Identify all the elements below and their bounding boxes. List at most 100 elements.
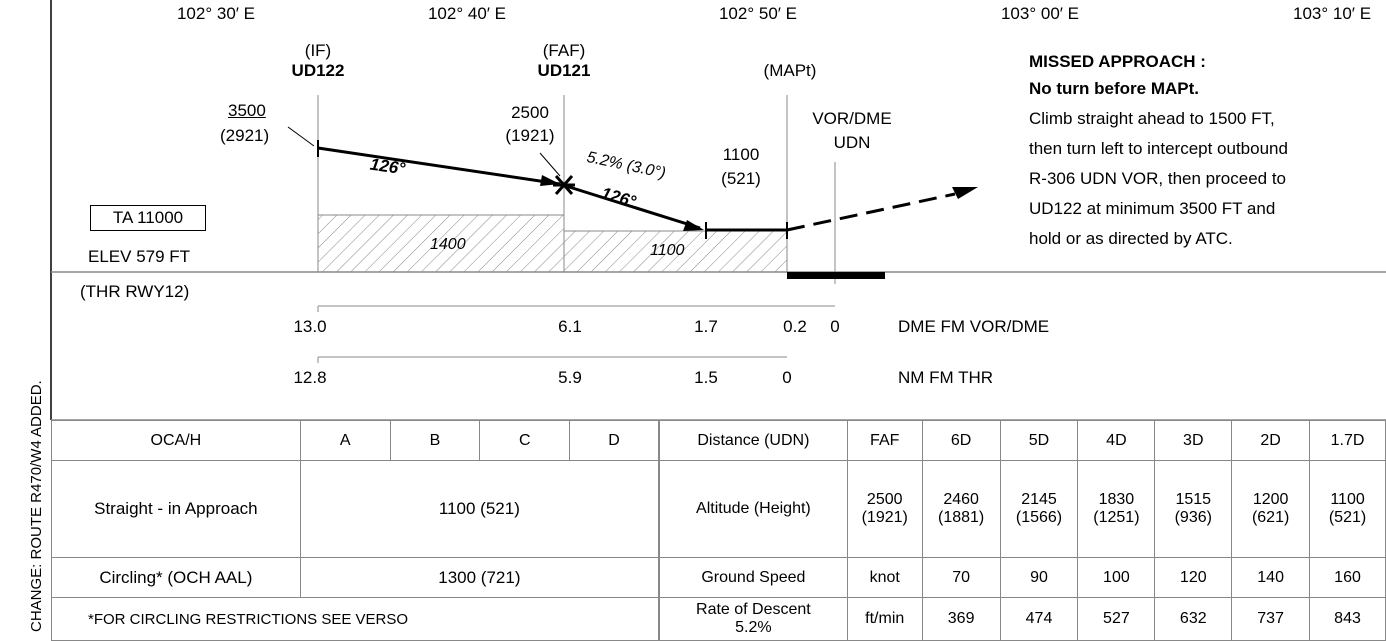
- transition-altitude: TA 11000: [112, 208, 184, 227]
- table-cell: knot: [846, 557, 923, 598]
- runway-bar: [787, 272, 885, 279]
- altitude-value: 1830: [1098, 491, 1135, 508]
- table-header: D: [569, 420, 659, 461]
- circling-label: Circling* (OCH AAL): [51, 557, 301, 598]
- missed-approach-line-4: UD122 at minimum 3500 FT and: [1029, 199, 1276, 218]
- path-arrow-1: [540, 175, 560, 186]
- transition-altitude-box: TA 11000: [90, 205, 206, 231]
- longitude-4: 103° 00′ E: [1000, 4, 1080, 23]
- if-leader: [287, 126, 315, 147]
- intermediate-path: [317, 146, 561, 186]
- table-row: Rate of Descent 5.2% ft/min 369 474 527 …: [659, 597, 1386, 641]
- longitude-2: 102° 40′ E: [427, 4, 507, 23]
- if-altitude: 3500: [228, 101, 266, 120]
- height-value: (936): [1174, 509, 1212, 526]
- altitude-value: 2500: [866, 491, 903, 508]
- circling-footnote: *FOR CIRCLING RESTRICTIONS SEE VERSO: [51, 597, 659, 641]
- longitude-3: 102° 50′ E: [718, 4, 798, 23]
- if-name: UD122: [291, 61, 345, 80]
- dme-value: 0: [830, 317, 840, 336]
- height-value: (621): [1251, 509, 1290, 526]
- obstacle-segment-2: [563, 230, 788, 273]
- longitude-1: 102° 30′ E: [176, 4, 256, 23]
- amendment-note: CHANGE: ROUTE R470/W4 ADDED.: [28, 380, 45, 632]
- missed-approach-line-3: R-306 UDN VOR, then proceed to: [1029, 169, 1287, 188]
- segment-2-minimum: 1100: [650, 242, 685, 259]
- ground-speed-label: Ground Speed: [659, 557, 848, 598]
- thr-scale-line: [317, 356, 787, 363]
- course-label-1: 126°: [368, 154, 407, 179]
- table-cell: 1830 (1251): [1077, 460, 1156, 558]
- table-cell: 1.7D: [1309, 420, 1386, 461]
- faf-altitude: 2500: [511, 103, 549, 122]
- table-cell: 737: [1231, 597, 1311, 641]
- thr-value: 12.8: [293, 368, 327, 387]
- table-cell: 100: [1077, 557, 1156, 598]
- missed-approach-line-2: then turn left to intercept outbound: [1029, 139, 1288, 158]
- vor-name: UDN: [833, 133, 871, 152]
- thr-scale-label: NM FM THR: [898, 368, 994, 387]
- altitude-value: 1200: [1252, 491, 1289, 508]
- dme-value: 1.7: [694, 317, 718, 336]
- table-cell: 1200 (621): [1231, 460, 1311, 558]
- straight-in-label: Straight - in Approach: [51, 460, 301, 558]
- table-cell: 140: [1231, 557, 1311, 598]
- sd-height: (521): [721, 169, 761, 188]
- table-cell: 120: [1154, 557, 1233, 598]
- table-cell: 632: [1154, 597, 1233, 641]
- circling-minima: 1300 (721): [299, 557, 660, 598]
- table-cell: 90: [999, 557, 1079, 598]
- table-cell: 2145 (1566): [999, 460, 1079, 558]
- height-value: (521): [1328, 509, 1367, 526]
- missed-approach-subtitle: No turn before MAPt.: [1029, 79, 1199, 98]
- table-row: *FOR CIRCLING RESTRICTIONS SEE VERSO: [51, 597, 659, 641]
- if-tag: (IF): [304, 41, 332, 60]
- missed-approach-title: MISSED APPROACH :: [1029, 52, 1206, 71]
- table-cell: 2500 (1921): [846, 460, 923, 558]
- altitude-value: 1100: [1330, 491, 1365, 508]
- faf-leader: [539, 152, 561, 177]
- table-cell: 1100 (521): [1309, 460, 1386, 558]
- table-cell: 160: [1309, 557, 1386, 598]
- table-cell: 474: [999, 597, 1079, 641]
- table-row: Altitude (Height) 2500 (1921) 2460 (1881) …: [659, 460, 1386, 558]
- final-path: [565, 184, 701, 230]
- missed-approach-path: [786, 192, 956, 232]
- table-row: Ground Speed knot 70 90 100 120 140 160: [659, 557, 1386, 598]
- profile-view: [50, 0, 1386, 420]
- table-cell: 4D: [1077, 420, 1156, 461]
- dme-value: 0.2: [783, 317, 807, 336]
- thr-value: 5.9: [558, 368, 582, 387]
- altitude-label: Altitude (Height): [659, 460, 848, 558]
- altitude-value: 1515: [1175, 491, 1212, 508]
- vor-label: VOR/DME: [812, 109, 892, 128]
- table-cell: FAF: [846, 420, 923, 461]
- aerodrome-elevation: ELEV 579 FT: [88, 247, 191, 266]
- dme-scale-line: [317, 305, 835, 312]
- table-row: OCA/H A B C D: [51, 420, 659, 461]
- missed-approach-line-5: hold or as directed by ATC.: [1029, 229, 1233, 248]
- table-row: Straight - in Approach 1100 (521): [51, 460, 660, 558]
- table-row: Distance (UDN) FAF 6D 5D 4D 3D 2D 1.7D: [659, 420, 1386, 461]
- descent-table: Distance (UDN) FAF 6D 5D 4D 3D 2D 1.7D A…: [659, 420, 1386, 641]
- height-value: (1921): [861, 509, 908, 526]
- thr-value: 1.5: [694, 368, 718, 387]
- mapt-tag: (MAPt): [763, 61, 817, 80]
- table-cell: 70: [921, 557, 1001, 598]
- missed-arrow: [952, 187, 978, 199]
- faf-symbol: [553, 175, 575, 195]
- segment-1-minimum: 1400: [430, 236, 466, 253]
- table-row: Circling* (OCH AAL) 1300 (721): [51, 557, 660, 598]
- height-value: (1566): [1015, 509, 1063, 526]
- sd-altitude: 1100: [722, 145, 760, 164]
- dme-scale-label: DME FM VOR/DME: [898, 317, 1050, 336]
- altitude-value: 2460: [943, 491, 979, 508]
- altitude-value: 2145: [1021, 491, 1057, 508]
- table-header: B: [389, 420, 481, 461]
- thr-value: 0: [782, 368, 792, 387]
- threshold-label: (THR RWY12): [80, 282, 190, 301]
- faf-name: UD121: [537, 61, 591, 80]
- path-arrow-2: [683, 220, 704, 231]
- distance-label: Distance (UDN): [659, 420, 848, 461]
- longitude-5: 103° 10′ E: [1293, 4, 1372, 23]
